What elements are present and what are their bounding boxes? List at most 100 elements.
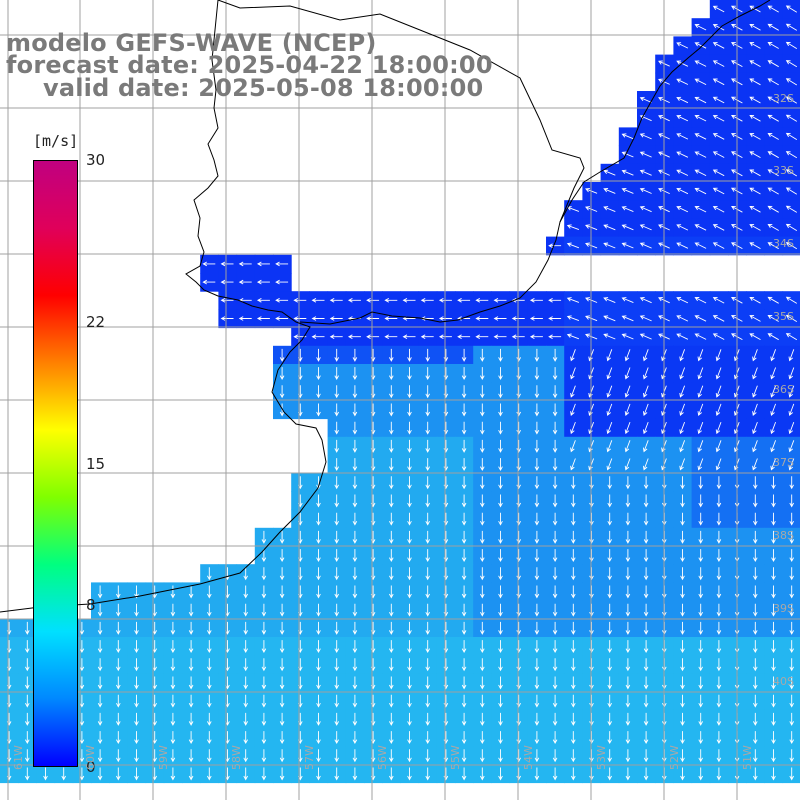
wind-arrow xyxy=(694,224,707,231)
colorbar xyxy=(33,160,78,767)
wind-arrow xyxy=(624,385,631,398)
wind-arrow xyxy=(334,621,339,635)
wind-arrow xyxy=(570,349,576,362)
wind-arrow xyxy=(516,731,521,745)
wind-arrow xyxy=(570,440,576,453)
wind-arrow xyxy=(407,476,412,490)
coastline-north xyxy=(299,0,771,325)
wind-arrow xyxy=(716,585,722,599)
wind-arrow xyxy=(334,385,339,399)
wind-arrow xyxy=(516,549,521,563)
wind-arrow xyxy=(566,297,580,303)
wind-arrow xyxy=(334,494,339,508)
wind-arrow xyxy=(188,640,194,654)
wind-arrow xyxy=(676,133,689,140)
wind-arrow xyxy=(366,316,380,321)
wind-arrow xyxy=(407,749,412,763)
wind-arrow xyxy=(480,494,485,508)
wind-arrow xyxy=(480,549,485,563)
wind-arrow xyxy=(316,621,321,635)
wind-arrow xyxy=(389,712,394,726)
wind-arrow xyxy=(716,512,722,526)
wind-arrow xyxy=(698,694,703,708)
wind-arrow xyxy=(261,621,267,635)
wind-arrow xyxy=(279,585,285,599)
wind-arrow xyxy=(407,731,412,745)
wind-arrow xyxy=(188,694,194,708)
wind-arrow xyxy=(516,767,521,781)
wind-arrow xyxy=(480,585,485,599)
wind-arrow xyxy=(352,421,358,435)
wind-arrow xyxy=(170,749,176,763)
wind-arrow xyxy=(789,731,794,745)
colorbar-tick-label: 15 xyxy=(86,454,106,473)
wind-arrow xyxy=(475,316,489,321)
wind-arrow xyxy=(79,676,85,690)
wind-arrow xyxy=(202,261,216,267)
wind-arrow xyxy=(134,749,139,763)
wind-arrow xyxy=(480,658,485,672)
wind-arrow xyxy=(480,567,485,581)
wind-arrow xyxy=(493,334,507,339)
wind-arrow xyxy=(552,567,558,581)
wind-arrow xyxy=(334,658,339,672)
wind-arrow xyxy=(534,530,540,544)
wind-arrow xyxy=(749,114,761,122)
wind-arrow xyxy=(407,348,412,362)
wind-arrow xyxy=(188,767,194,781)
wind-arrow xyxy=(243,694,248,708)
wind-arrow xyxy=(534,658,540,672)
wind-arrow xyxy=(679,458,686,471)
wind-arrow xyxy=(789,712,794,726)
wind-arrow xyxy=(548,243,562,248)
wind-arrow xyxy=(680,494,685,508)
wind-arrow xyxy=(207,712,212,726)
wind-arrow xyxy=(770,440,777,453)
wind-arrow xyxy=(749,224,761,231)
wind-arrow xyxy=(753,712,758,726)
wind-arrow xyxy=(788,349,795,362)
wind-arrow xyxy=(475,298,489,303)
wind-arrow xyxy=(188,749,194,763)
wind-arrow xyxy=(603,169,616,176)
wind-arrow xyxy=(694,315,707,322)
wind-arrow xyxy=(334,585,339,599)
wind-arrow xyxy=(715,458,722,471)
wind-arrow xyxy=(534,640,540,654)
wind-arrow xyxy=(352,458,358,472)
wind-arrow xyxy=(624,440,631,453)
wind-arrow xyxy=(606,403,613,416)
wind-arrow xyxy=(425,767,430,781)
wind-arrow xyxy=(207,621,212,635)
wind-arrow xyxy=(716,530,722,544)
wind-arrow xyxy=(461,621,467,635)
wind-arrow xyxy=(771,549,776,563)
wind-arrow xyxy=(698,530,703,544)
wind-arrow xyxy=(716,712,722,726)
wind-arrow xyxy=(457,298,471,303)
wind-arrow xyxy=(25,676,30,690)
wind-arrow xyxy=(407,676,412,690)
wind-arrow xyxy=(552,403,558,417)
wind-arrow xyxy=(694,151,707,158)
wind-arrow xyxy=(261,676,267,690)
wind-arrow xyxy=(712,333,725,340)
wind-arrow xyxy=(79,621,85,635)
wind-arrow xyxy=(680,621,685,635)
wind-arrow xyxy=(712,224,725,231)
wind-arrow xyxy=(334,458,339,472)
wind-arrow xyxy=(603,315,616,322)
wind-arrow xyxy=(202,279,216,285)
wind-arrow xyxy=(625,530,631,544)
wind-arrow xyxy=(116,585,121,599)
wind-arrow xyxy=(480,603,485,617)
wind-arrow xyxy=(425,494,430,508)
longitude-label: 54W xyxy=(522,745,535,770)
wind-arrow xyxy=(220,316,234,321)
wind-arrow xyxy=(420,334,434,339)
wind-arrow xyxy=(697,385,704,398)
wind-arrow xyxy=(389,749,394,763)
wind-arrow xyxy=(498,585,503,599)
wind-arrow xyxy=(767,224,779,231)
wind-arrow xyxy=(694,187,707,195)
